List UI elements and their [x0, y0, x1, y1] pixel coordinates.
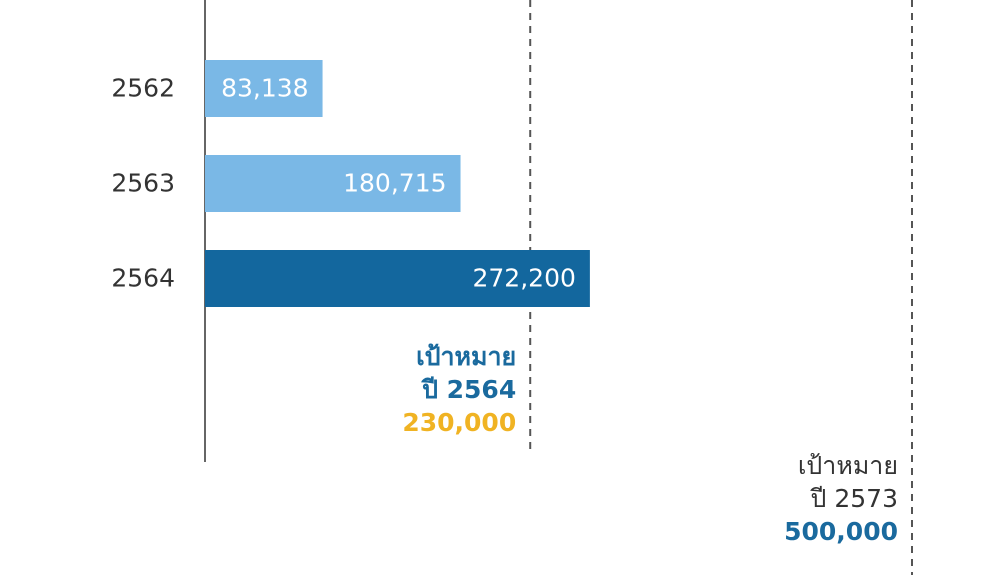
value-label: 83,138 [221, 74, 308, 103]
target-title: เป้าหมาย [798, 451, 898, 480]
target-value: 500,000 [784, 517, 898, 546]
target-subtitle: ปี 2573 [810, 484, 898, 513]
target-title: เป้าหมาย [416, 342, 516, 371]
bar [205, 60, 323, 117]
value-label: 272,200 [473, 264, 576, 293]
target-subtitle: ปี 2564 [420, 375, 516, 404]
category-label: 2562 [111, 74, 175, 103]
category-label: 2564 [111, 264, 175, 293]
value-label: 180,715 [343, 169, 446, 198]
bar [205, 155, 461, 212]
category-label: 2563 [111, 169, 175, 198]
bar [205, 250, 590, 307]
target-value: 230,000 [402, 408, 516, 437]
